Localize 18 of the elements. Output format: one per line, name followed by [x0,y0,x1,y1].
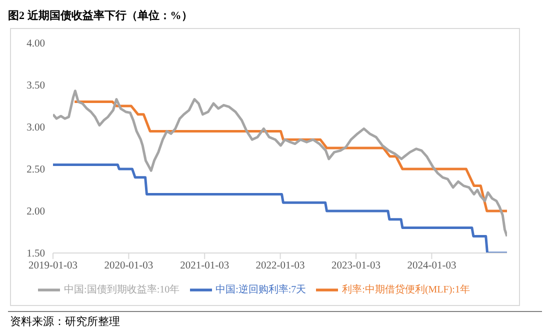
y-tick-label: 3.00 [26,122,45,134]
x-tick-label: 2021-01-03 [180,260,230,272]
chart-title: 图2 近期国债收益率下行（单位：%） [8,8,194,24]
x-tick-label: 2019-01-03 [28,260,78,272]
legend-label: 利率:中期借贷便利(MLF):1年 [342,284,470,296]
y-tick-label: 2.00 [26,206,45,218]
line-series [53,90,507,238]
x-tick-label: 2023-01-03 [332,260,381,272]
y-tick-label: 3.50 [26,80,45,92]
legend-label: 中国:国债到期收益率:10年 [64,284,180,296]
text: 资料来源：研究所整理 [10,314,120,329]
x-tick-label: 2020-01-03 [104,260,154,272]
x-tick-label: 2024-01-03 [407,260,456,272]
y-tick-label: 4.00 [26,38,45,50]
x-tick-label: 2022-01-03 [256,260,305,272]
y-tick-label: 2.50 [26,164,45,176]
y-tick-label: 1.50 [26,248,45,260]
legend-label: 中国:逆回购利率:7天 [216,284,306,296]
